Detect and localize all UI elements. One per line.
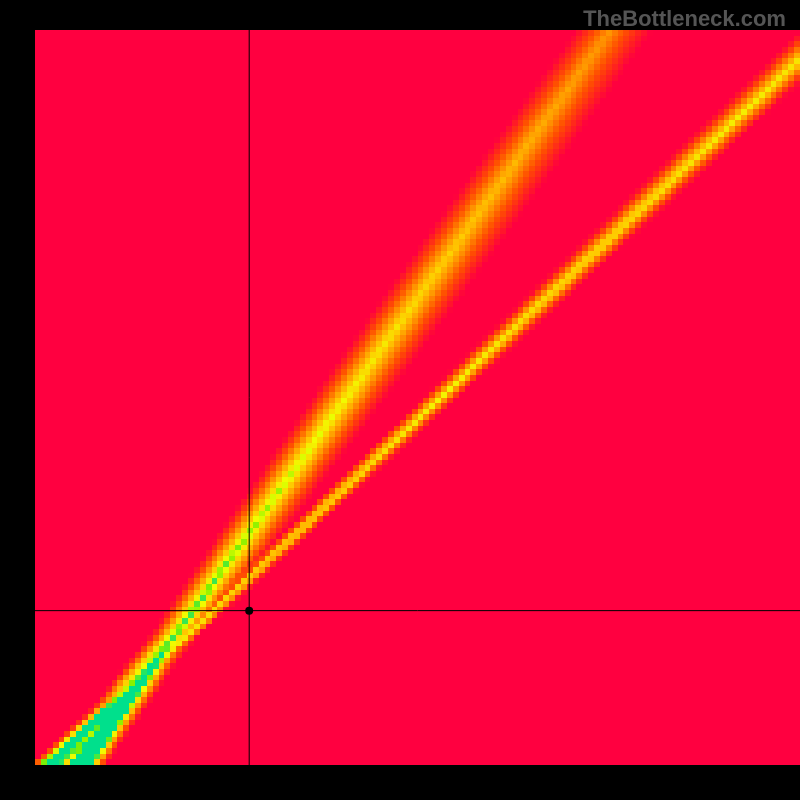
- bottleneck-heatmap: [0, 0, 800, 800]
- watermark-text: TheBottleneck.com: [583, 6, 786, 32]
- chart-container: { "meta": { "watermark": "TheBottleneck.…: [0, 0, 800, 800]
